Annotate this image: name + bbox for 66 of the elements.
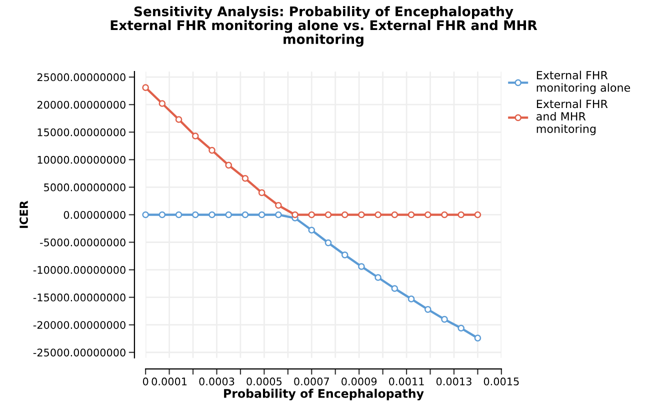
point <box>374 211 382 218</box>
point <box>142 84 149 91</box>
point <box>441 316 448 323</box>
point <box>391 285 398 292</box>
point <box>408 211 415 218</box>
y-axis-title: ICER <box>20 200 28 228</box>
point <box>308 211 316 218</box>
legend-label: External FHR and MHR monitoring <box>536 100 608 136</box>
point <box>208 146 216 154</box>
chart-title: Sensitivity Analysis: Probability of Encephalopathy External FHR monitoring alone vs. External FHR and MHR monitoring <box>110 6 538 47</box>
y-tick-label: 25000.00000000 <box>37 73 126 82</box>
point <box>358 263 365 270</box>
point <box>142 211 149 218</box>
x-tick-label: 0.0003 <box>199 378 234 386</box>
point <box>208 211 216 218</box>
point <box>391 211 398 218</box>
point <box>192 132 199 140</box>
point <box>225 162 232 169</box>
point <box>324 239 332 246</box>
point <box>458 211 464 218</box>
x-tick-label: 0.0005 <box>246 378 282 386</box>
point <box>341 252 348 258</box>
point <box>408 296 415 302</box>
legend-label: External FHR monitoring alone <box>536 70 630 94</box>
point <box>158 100 166 107</box>
y-tick-label: 5000.00000000 <box>44 183 126 192</box>
y-tick-label: 10000.00000000 <box>38 156 126 164</box>
x-tick-label: 0.0015 <box>484 378 519 386</box>
y-tick-label: -15000.00000000 <box>33 294 126 302</box>
point <box>474 334 482 342</box>
y-tick-label: 20000.00000000 <box>37 100 126 109</box>
point <box>374 274 382 281</box>
point <box>192 211 199 218</box>
y-tick-label: 0.00000000 <box>64 210 126 219</box>
y-tick-label: -10000.00000000 <box>33 266 126 274</box>
x-tick-label: 0.0001 <box>152 378 187 386</box>
point <box>242 174 249 182</box>
x-tick-label: 0.0009 <box>342 378 377 386</box>
point <box>258 189 266 196</box>
x-axis-title: Probability of Encephalopathy <box>224 388 424 400</box>
x-tick-label: 0.0007 <box>294 378 329 386</box>
point <box>275 211 282 218</box>
x-tick-label: 0.0013 <box>436 378 472 386</box>
point <box>424 211 432 218</box>
point <box>424 306 432 313</box>
point <box>474 211 482 218</box>
point <box>225 211 232 218</box>
y-tick-label: -5000.00000000 <box>40 238 126 246</box>
y-tick-label: -20000.00000000 <box>33 321 126 329</box>
point <box>441 211 448 218</box>
y-tick-label: 15000.00000000 <box>38 128 126 136</box>
point <box>324 211 332 218</box>
point <box>358 211 365 218</box>
point <box>275 202 282 209</box>
x-tick-label: 0.0011 <box>388 378 424 386</box>
y-tick-label: -25000.00000000 <box>33 348 126 356</box>
point <box>158 211 166 218</box>
point <box>341 211 348 218</box>
point <box>308 226 316 234</box>
point <box>458 324 464 332</box>
point <box>175 211 182 218</box>
point <box>242 211 249 218</box>
point <box>175 116 182 123</box>
point <box>258 211 266 218</box>
x-tick-label: 0 <box>142 378 148 386</box>
point <box>292 211 298 218</box>
